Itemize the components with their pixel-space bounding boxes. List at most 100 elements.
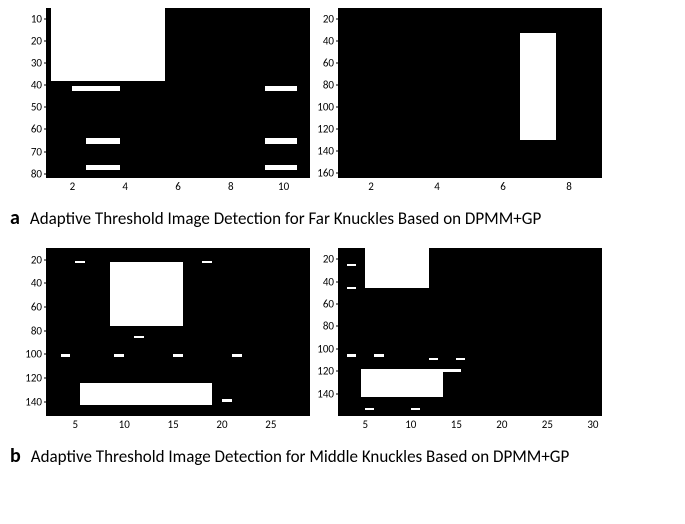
y-tick-mark xyxy=(44,283,47,284)
plot-area xyxy=(46,248,310,416)
white-region xyxy=(202,261,212,263)
x-tick-mark xyxy=(230,175,231,178)
x-tick-label: 6 xyxy=(500,180,506,193)
y-tick-label: 60 xyxy=(323,298,334,311)
y-tick-label: 120 xyxy=(25,372,42,385)
white-region xyxy=(365,248,429,288)
white-region xyxy=(232,354,242,356)
y-tick-mark xyxy=(44,330,47,331)
white-region xyxy=(61,354,71,356)
x-tick-label: 25 xyxy=(542,418,553,431)
plot-area xyxy=(46,8,310,178)
x-tick-mark xyxy=(592,413,593,416)
y-tick-mark xyxy=(336,106,339,107)
y-tick-label: 80 xyxy=(31,167,42,180)
plot-panel: 20406080100120140510152025 xyxy=(46,248,310,416)
white-region xyxy=(365,408,374,410)
caption-letter: b xyxy=(10,444,21,468)
y-tick-label: 140 xyxy=(317,387,334,400)
x-tick-mark xyxy=(437,175,438,178)
y-tick-mark xyxy=(336,172,339,173)
y-tick-mark xyxy=(44,129,47,130)
y-tick-label: 80 xyxy=(31,324,42,337)
x-tick-mark xyxy=(125,175,126,178)
y-tick-label: 70 xyxy=(31,145,42,158)
y-tick-label: 160 xyxy=(317,166,334,179)
y-tick-mark xyxy=(44,307,47,308)
y-tick-label: 40 xyxy=(31,79,42,92)
y-tick-label: 100 xyxy=(25,348,42,361)
x-tick-mark xyxy=(371,175,372,178)
caption-text: Adaptive Threshold Image Detection for M… xyxy=(31,446,570,467)
x-tick-mark xyxy=(173,413,174,416)
y-tick-mark xyxy=(336,371,339,372)
x-tick-mark xyxy=(222,413,223,416)
figure-caption: aAdaptive Threshold Image Detection for … xyxy=(10,206,675,230)
y-tick-label: 20 xyxy=(323,253,334,266)
y-tick-label: 120 xyxy=(317,365,334,378)
panel-row: 20406080100120140510152025 20 40 60 80 100 120… xyxy=(46,248,675,416)
y-tick-mark xyxy=(336,40,339,41)
y-axis: 20 40 60 80 100 120 140 xyxy=(308,248,336,416)
y-tick-label: 80 xyxy=(323,78,334,91)
white-region xyxy=(347,287,356,289)
x-axis: 510152025 xyxy=(46,416,310,434)
y-tick-label: 20 xyxy=(31,35,42,48)
x-tick-mark xyxy=(283,175,284,178)
y-tick-mark xyxy=(336,304,339,305)
y-tick-label: 80 xyxy=(323,320,334,333)
y-axis: 20406080100120140 xyxy=(16,248,44,416)
y-tick-label: 20 xyxy=(31,253,42,266)
y-tick-label: 60 xyxy=(31,123,42,136)
y-tick-label: 10 xyxy=(31,13,42,26)
x-tick-mark xyxy=(365,413,366,416)
y-tick-mark xyxy=(336,128,339,129)
x-tick-label: 15 xyxy=(168,418,179,431)
y-axis: 20406080100120140160 xyxy=(308,8,336,178)
plot-panel: 204060801001201401602468 xyxy=(338,8,602,178)
white-region xyxy=(80,383,212,405)
y-tick-label: 140 xyxy=(317,144,334,157)
y-tick-label: 140 xyxy=(25,395,42,408)
plot-area xyxy=(338,8,602,178)
x-tick-mark xyxy=(178,175,179,178)
y-tick-label: 60 xyxy=(31,301,42,314)
white-region xyxy=(361,369,443,397)
white-region xyxy=(51,8,165,81)
white-region xyxy=(443,369,461,372)
panel-row: 1020304050607080246810204060801001201401… xyxy=(46,8,675,178)
white-region xyxy=(72,86,120,90)
white-region xyxy=(265,138,297,144)
x-tick-label: 5 xyxy=(363,418,369,431)
x-tick-label: 30 xyxy=(587,418,598,431)
x-tick-label: 8 xyxy=(566,180,572,193)
x-tick-label: 6 xyxy=(175,180,181,193)
y-tick-mark xyxy=(336,84,339,85)
x-tick-label: 20 xyxy=(216,418,227,431)
y-tick-mark xyxy=(44,173,47,174)
white-region xyxy=(456,358,465,360)
caption-text: Adaptive Threshold Image Detection for F… xyxy=(30,208,541,229)
y-tick-mark xyxy=(336,18,339,19)
white-region xyxy=(347,264,356,266)
x-tick-mark xyxy=(124,413,125,416)
y-tick-label: 40 xyxy=(323,275,334,288)
y-tick-mark xyxy=(336,393,339,394)
white-region xyxy=(75,261,85,263)
x-tick-label: 15 xyxy=(451,418,462,431)
x-tick-mark xyxy=(569,175,570,178)
y-tick-mark xyxy=(44,107,47,108)
y-tick-label: 20 xyxy=(323,12,334,25)
white-region xyxy=(347,354,356,356)
white-region xyxy=(429,358,438,360)
y-tick-mark xyxy=(44,378,47,379)
white-region xyxy=(374,354,383,356)
x-tick-mark xyxy=(547,413,548,416)
white-region xyxy=(86,165,120,171)
y-tick-mark xyxy=(336,281,339,282)
figure-caption: b Adaptive Threshold Image Detection for … xyxy=(10,444,675,468)
y-tick-mark xyxy=(44,151,47,152)
y-tick-label: 40 xyxy=(323,34,334,47)
y-tick-label: 60 xyxy=(323,56,334,69)
y-tick-label: 100 xyxy=(317,342,334,355)
